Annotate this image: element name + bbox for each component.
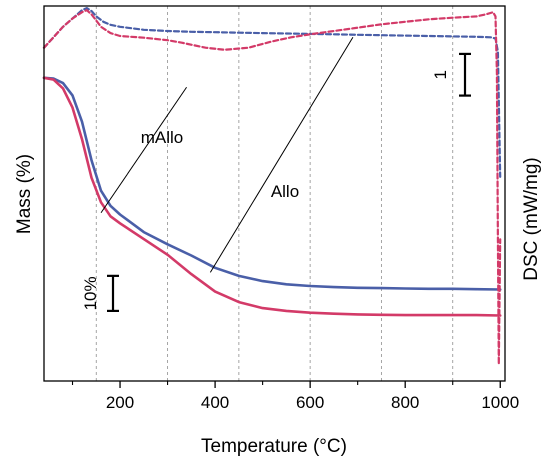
x-tick-label-800: 800	[391, 393, 419, 412]
y-axis-title-right: DSC (mW/mg)	[521, 157, 542, 280]
y-axis-title-left: Mass (%)	[14, 154, 35, 234]
annotation-mallo: mAllo	[141, 128, 184, 147]
dsc-scale-bar: 1	[431, 52, 471, 97]
dsc-scale-bar-label: 1	[431, 70, 450, 79]
x-tick-label-200: 200	[106, 393, 134, 412]
series-layer	[42, 7, 502, 366]
x-tick-label-1000: 1000	[481, 393, 519, 412]
x-axis-title: Temperature (°C)	[201, 436, 347, 457]
series-dsc-allo-line	[42, 7, 502, 178]
leader-line-mallo	[100, 86, 187, 214]
plot-frame	[43, 5, 506, 382]
mass-scale-bar: 10%	[81, 274, 119, 313]
series-dsc-mallo-line	[42, 9, 502, 366]
series-mass-allo-line	[42, 76, 502, 291]
x-tick-label-400: 400	[201, 393, 229, 412]
leader-line-allo	[209, 36, 354, 273]
series-mass-mallo-line	[42, 76, 502, 317]
mass-scale-bar-label: 10%	[81, 276, 100, 310]
x-axis-ticks: 200 400 600 800 1000	[71, 381, 519, 412]
x-tick-label-600: 600	[296, 393, 324, 412]
gridlines	[95, 6, 454, 381]
annotation-allo: Allo	[271, 182, 299, 201]
annotations: mAllo Allo 10% 1	[81, 36, 471, 313]
